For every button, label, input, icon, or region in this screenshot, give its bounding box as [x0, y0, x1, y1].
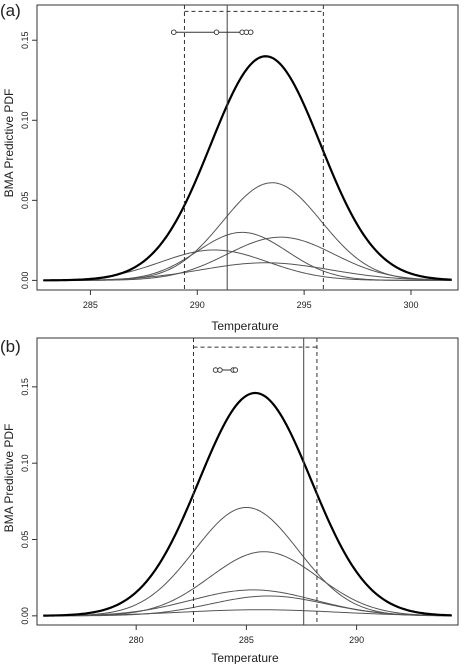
member-pdf-curve	[43, 551, 452, 617]
y-tick-label: 0.05	[20, 531, 30, 549]
x-tick-label: 300	[403, 300, 418, 310]
member-pdf-curve	[43, 262, 452, 281]
y-tick-label: 0.15	[20, 378, 30, 396]
plot-frame	[36, 337, 459, 626]
member-pdf-curve	[43, 249, 452, 281]
panel-b-label: (b)	[0, 337, 21, 356]
ensemble-member-point	[232, 367, 239, 373]
panel-b-ylabel: BMA Predictive PDF	[2, 424, 16, 533]
panel-a: (a) Temperature BMA Predictive PDF 285 29…	[0, 1, 459, 333]
panel-a-ylabel: BMA Predictive PDF	[2, 89, 16, 198]
ensemble-member-point	[217, 367, 223, 373]
member-pdf-curve	[43, 182, 452, 281]
ensemble-member-point	[212, 367, 219, 373]
member-pdf-curve	[43, 236, 452, 281]
member-pdf-curve	[43, 609, 452, 617]
bma-pdf-curve	[43, 391, 452, 617]
panel-b-xlabel: Temperature	[211, 651, 279, 664]
x-tick-label: 285	[239, 635, 254, 645]
bma-pdf-curve	[43, 55, 452, 282]
x-tick-label: 285	[83, 300, 98, 310]
member-pdf-curve	[43, 595, 452, 617]
ensemble-member-point	[171, 29, 177, 35]
x-tick-label: 280	[129, 635, 144, 645]
panel-a-xlabel: Temperature	[211, 319, 279, 333]
member-pdf-curve	[43, 231, 452, 281]
x-tick-label: 295	[297, 300, 312, 310]
panel-a-label: (a)	[0, 1, 21, 20]
y-tick-label: 0.10	[20, 454, 30, 472]
y-tick-label: 0.15	[20, 31, 30, 49]
y-tick-label: 0.05	[20, 192, 30, 210]
y-tick-label: 0.10	[20, 112, 30, 130]
y-tick-label: 0.00	[20, 607, 30, 625]
ensemble-member-point	[247, 29, 254, 35]
panel-b: (b) Temperature BMA Predictive PDF 280 28…	[0, 337, 459, 664]
x-tick-label: 290	[349, 635, 364, 645]
ensemble-member-point	[213, 29, 220, 35]
y-tick-label: 0.00	[20, 272, 30, 290]
member-pdf-curve	[43, 506, 452, 617]
plot-frame	[36, 4, 459, 291]
x-tick-label: 290	[190, 300, 205, 310]
